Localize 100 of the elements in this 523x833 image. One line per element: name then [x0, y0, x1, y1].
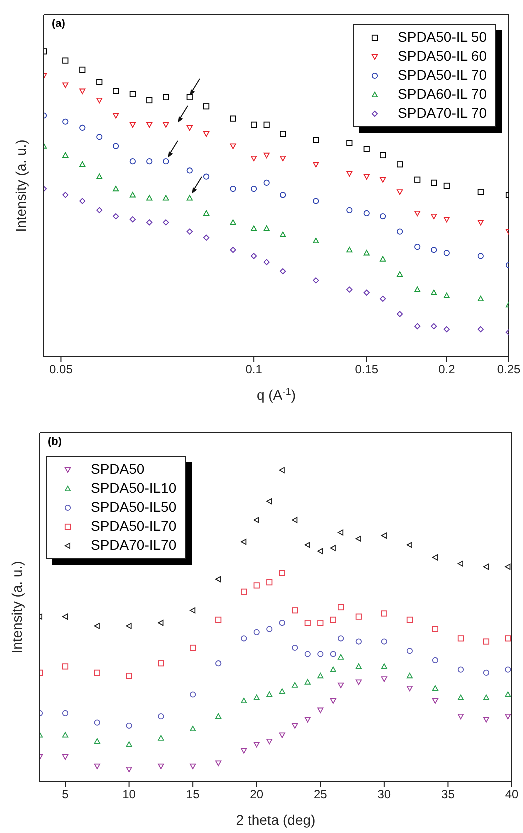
point [432, 554, 438, 561]
point [458, 714, 464, 720]
point [254, 582, 260, 589]
legend-label: SPDA60-IL 70 [398, 85, 487, 104]
point [318, 651, 324, 658]
point [279, 688, 286, 694]
point [304, 651, 311, 658]
point [190, 692, 196, 698]
point [279, 570, 286, 576]
point [241, 636, 248, 642]
point [318, 673, 324, 679]
point [381, 676, 388, 682]
point [406, 542, 412, 548]
point [190, 764, 196, 770]
point [190, 726, 196, 732]
point [292, 608, 298, 614]
point [94, 623, 100, 630]
point [432, 657, 439, 664]
legend-label: SPDA50-IL10 [91, 479, 177, 498]
chart-title: (b) [48, 436, 62, 448]
point [126, 742, 132, 748]
point [94, 764, 100, 770]
point [62, 754, 69, 760]
point [126, 767, 132, 773]
point [254, 742, 260, 748]
point [216, 660, 222, 667]
x-tick-label: 0.15 [355, 362, 379, 377]
x-tick-label: 10 [122, 788, 136, 802]
x-tick-label: 20 [250, 788, 264, 802]
x-axis-title: 2 theta (deg) [236, 812, 316, 828]
legend-label: SPDA50-IL 50 [398, 28, 487, 47]
point [338, 604, 344, 611]
point [266, 580, 273, 586]
point [505, 714, 512, 720]
point [406, 673, 413, 679]
point [94, 738, 100, 744]
point [505, 692, 512, 698]
point [62, 614, 68, 620]
point [126, 623, 132, 630]
point [304, 620, 311, 626]
legend-label: SPDA50 [91, 460, 145, 479]
point [292, 644, 298, 652]
point [356, 680, 362, 686]
point [304, 679, 311, 685]
point [62, 664, 69, 670]
x-tick-label: 0.05 [50, 362, 74, 377]
point [254, 517, 260, 524]
point [279, 620, 286, 626]
point [158, 620, 164, 626]
x-tick-label: 30 [378, 788, 392, 802]
point [241, 698, 248, 704]
point [126, 673, 132, 680]
point [406, 686, 413, 692]
point [330, 698, 336, 704]
point [356, 614, 362, 620]
point [458, 636, 464, 642]
point [505, 666, 512, 673]
point [432, 685, 439, 692]
point [381, 532, 387, 539]
point [190, 644, 196, 652]
point [266, 498, 272, 505]
point [381, 610, 388, 617]
point [318, 708, 324, 714]
point [292, 517, 298, 524]
point [483, 564, 490, 570]
point [356, 664, 362, 670]
legend-label: SPDA50-IL50 [91, 498, 177, 517]
x-tick-label: 25 [314, 788, 328, 802]
x-tick-label: 35 [442, 788, 456, 802]
point [62, 710, 69, 716]
point [338, 682, 344, 688]
point [381, 664, 388, 670]
point [432, 626, 439, 632]
point [338, 654, 344, 660]
x-tick-label: 15 [186, 788, 200, 802]
point [254, 629, 260, 636]
point [406, 616, 413, 624]
legend-label: SPDA50-IL 70 [398, 66, 487, 85]
point [458, 560, 464, 567]
legend-label: SPDA70-IL70 [91, 536, 177, 555]
point [483, 638, 490, 645]
point [94, 670, 100, 676]
point [330, 651, 336, 658]
x-tick-label: 0.25 [497, 362, 521, 377]
point [432, 698, 439, 704]
point [216, 714, 222, 720]
point [254, 694, 260, 700]
point [505, 636, 512, 642]
x-tick-label: 40 [505, 788, 519, 802]
point [266, 692, 273, 698]
point [158, 660, 164, 667]
point [279, 732, 286, 738]
point [318, 620, 324, 626]
point [158, 714, 164, 720]
point [190, 608, 196, 614]
point [330, 616, 336, 624]
point [338, 530, 344, 536]
point [381, 638, 388, 645]
legend-label: SPDA50-IL70 [91, 517, 177, 536]
point [458, 666, 464, 673]
